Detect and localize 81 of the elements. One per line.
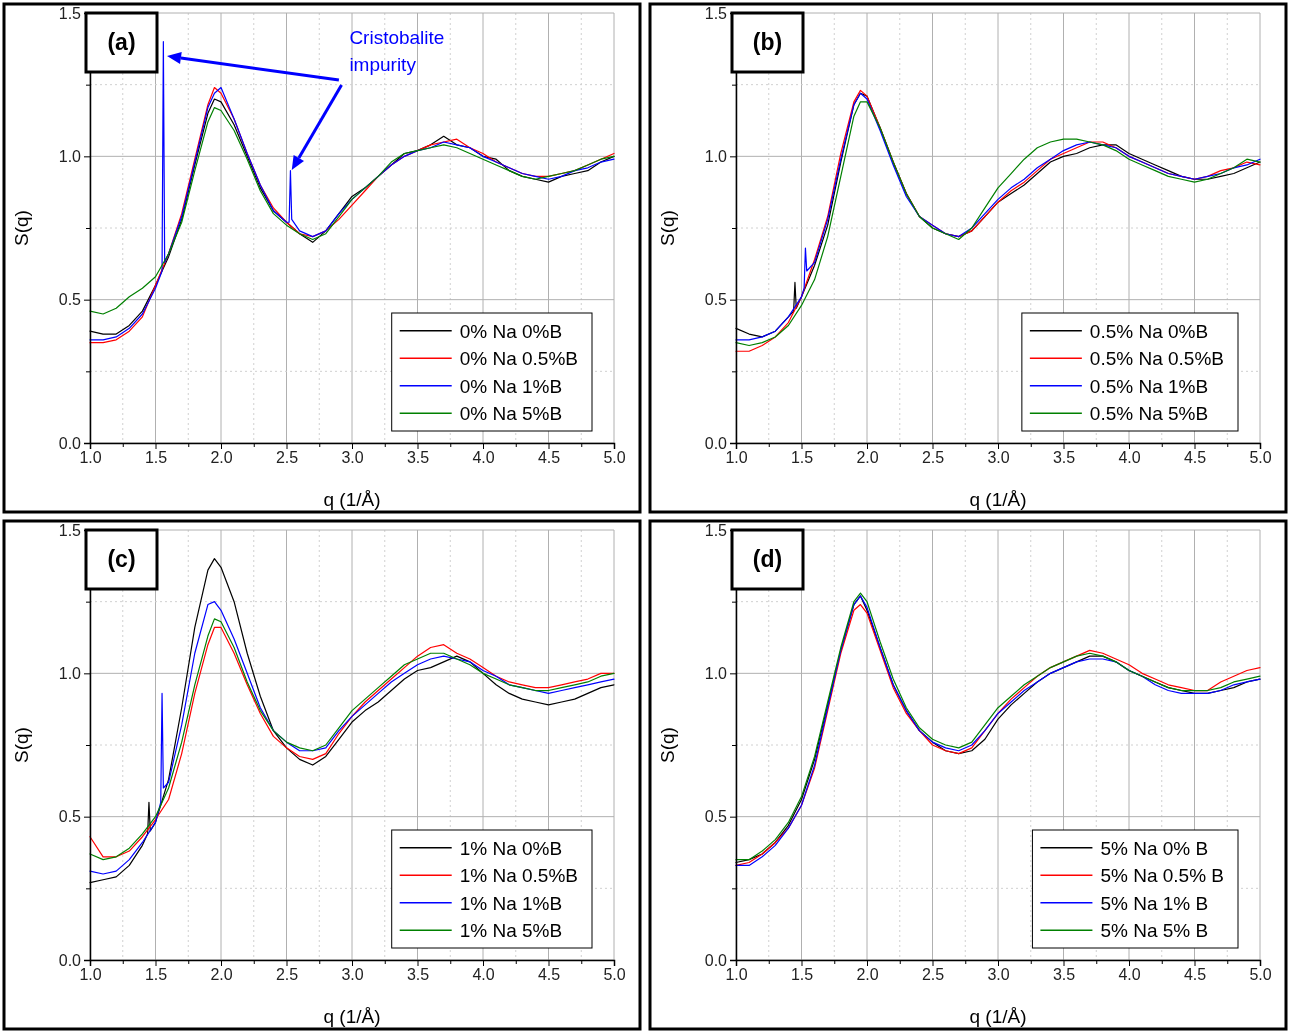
text: (a) <box>107 29 136 55</box>
x-tick-label: 3.0 <box>987 449 1010 467</box>
x-tick-label: 2.5 <box>921 966 945 984</box>
x-tick-label: 3.0 <box>341 449 364 467</box>
x-tick-label: 3.0 <box>987 966 1010 984</box>
x-tick-label: 4.5 <box>537 966 561 984</box>
legend-label: 0% Na 0.5%B <box>459 348 578 370</box>
x-tick-label: 4.5 <box>537 449 561 467</box>
y-tick-label: 1.5 <box>58 521 82 539</box>
y-tick-label: 0.5 <box>704 808 728 826</box>
x-axis-title: q (1/Å) <box>323 1006 381 1027</box>
x-tick-label: 4.5 <box>1183 966 1207 984</box>
y-axis-title: S(q) <box>11 210 32 246</box>
y-tick-label: 0.0 <box>58 951 82 969</box>
y-tick-label: 0.0 <box>58 434 82 452</box>
legend-label: 1% Na 5%B <box>459 920 563 942</box>
legend-label: 0% Na 0%B <box>459 320 563 342</box>
x-tick-label: 5.0 <box>603 449 626 467</box>
legend-label: 0.5% Na 0.5%B <box>1089 348 1224 370</box>
x-tick-label: 1.0 <box>725 449 748 467</box>
text: (b) <box>752 29 783 55</box>
y-axis-title: S(q) <box>657 210 678 246</box>
y-tick-label: 0.0 <box>704 951 728 969</box>
x-tick-label: 2.0 <box>210 449 233 467</box>
legend-label: 5% Na 0% B <box>1100 837 1209 859</box>
x-tick-label: 1.5 <box>144 966 168 984</box>
text: (c) <box>107 546 136 572</box>
x-tick-label: 1.5 <box>790 449 814 467</box>
y-axis-title: S(q) <box>657 727 678 763</box>
x-tick-label: 3.5 <box>1052 449 1076 467</box>
x-axis-title: q (1/Å) <box>323 489 381 510</box>
x-tick-label: 3.5 <box>1052 966 1076 984</box>
y-tick-label: 1.0 <box>704 147 728 165</box>
legend-label: 0% Na 1%B <box>459 375 563 397</box>
y-tick-label: 1.5 <box>704 4 728 22</box>
x-tick-label: 2.0 <box>210 966 233 984</box>
x-tick-label: 3.0 <box>341 966 364 984</box>
x-tick-label: 4.5 <box>1183 449 1207 467</box>
legend-label: 0% Na 5%B <box>459 403 563 425</box>
y-tick-label: 1.0 <box>58 147 82 165</box>
y-tick-label: 1.5 <box>58 4 82 22</box>
x-tick-label: 3.5 <box>406 966 430 984</box>
legend-label: 5% Na 1% B <box>1100 892 1209 914</box>
legend-label: 5% Na 5% B <box>1100 920 1209 942</box>
x-tick-label: 2.0 <box>856 449 879 467</box>
x-tick-label: 1.5 <box>790 966 814 984</box>
x-tick-label: 1.0 <box>79 966 102 984</box>
legend-label: 5% Na 0.5% B <box>1100 865 1224 887</box>
x-tick-label: 2.5 <box>275 966 299 984</box>
y-axis-title: S(q) <box>11 727 32 763</box>
text: (d) <box>752 546 783 572</box>
x-tick-label: 1.5 <box>144 449 168 467</box>
x-tick-label: 4.0 <box>1118 966 1141 984</box>
legend-label: 1% Na 0.5%B <box>459 865 578 887</box>
y-tick-label: 1.5 <box>704 521 728 539</box>
annotation: Cristobalite impurity <box>349 27 445 75</box>
legend-label: 0.5% Na 1%B <box>1089 375 1209 397</box>
y-tick-label: 0.5 <box>58 291 82 309</box>
x-tick-label: 3.5 <box>406 449 430 467</box>
y-tick-label: 1.0 <box>704 664 728 682</box>
x-tick-label: 1.0 <box>79 449 102 467</box>
x-tick-label: 2.5 <box>275 449 299 467</box>
x-tick-label: 2.0 <box>856 966 879 984</box>
x-tick-label: 4.0 <box>472 966 495 984</box>
x-tick-label: 2.5 <box>921 449 945 467</box>
y-tick-label: 0.0 <box>704 434 728 452</box>
legend-label: 1% Na 1%B <box>459 892 563 914</box>
x-tick-label: 4.0 <box>1118 449 1141 467</box>
y-tick-label: 1.0 <box>58 664 82 682</box>
legend-label: 0.5% Na 0%B <box>1089 320 1209 342</box>
x-tick-label: 5.0 <box>1249 966 1272 984</box>
legend-label: 1% Na 0%B <box>459 837 563 859</box>
x-axis-title: q (1/Å) <box>969 1006 1027 1027</box>
x-tick-label: 5.0 <box>603 966 626 984</box>
x-tick-label: 5.0 <box>1249 449 1272 467</box>
y-tick-label: 0.5 <box>704 291 728 309</box>
x-tick-label: 4.0 <box>472 449 495 467</box>
y-tick-label: 0.5 <box>58 808 82 826</box>
x-axis-title: q (1/Å) <box>969 489 1027 510</box>
legend-label: 0.5% Na 5%B <box>1089 403 1209 425</box>
x-tick-label: 1.0 <box>725 966 748 984</box>
